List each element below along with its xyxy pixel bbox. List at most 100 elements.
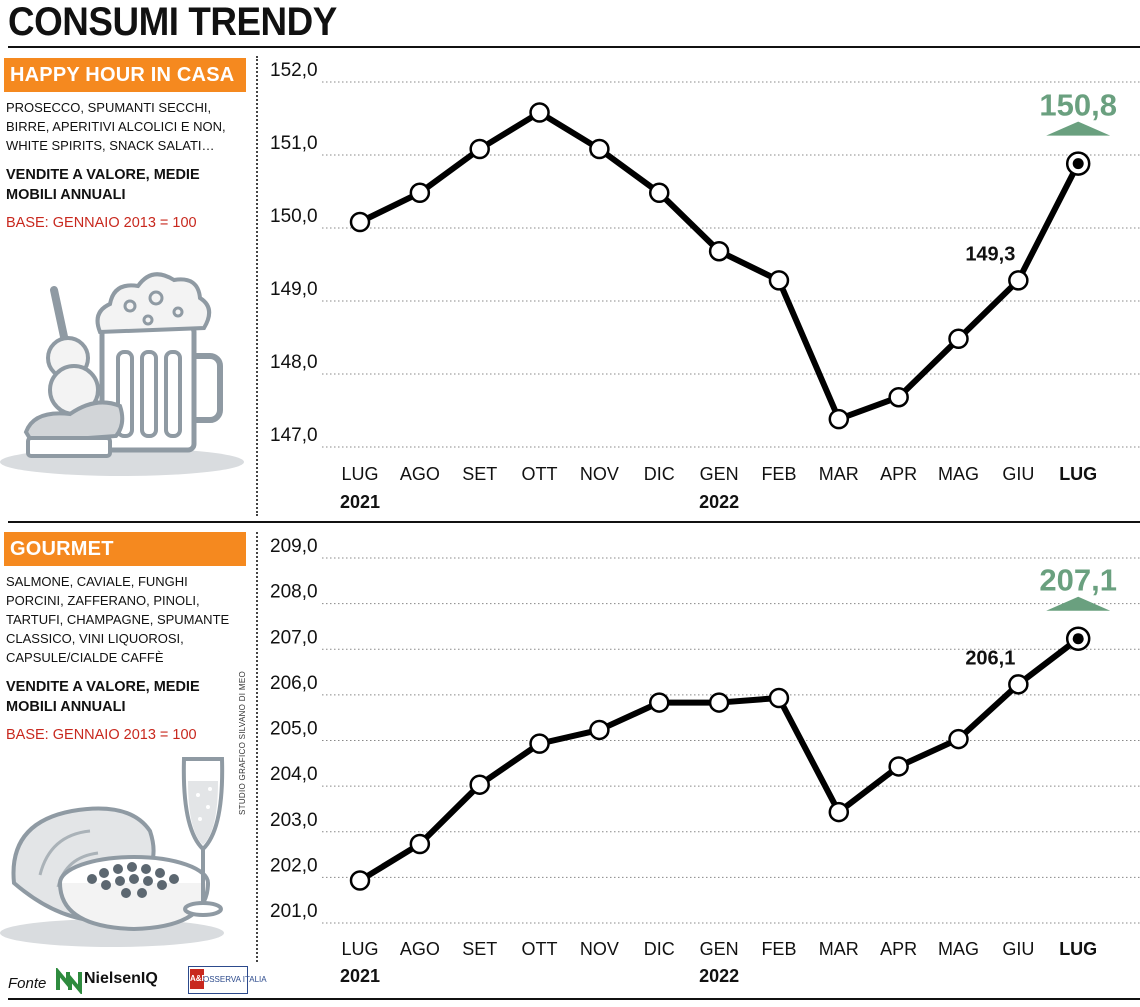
data-point bbox=[888, 756, 909, 777]
y-tick-label: 206,0 bbox=[270, 673, 318, 694]
y-tick-label: 148,0 bbox=[270, 352, 318, 373]
osserva-mark-icon: A&F bbox=[190, 969, 206, 989]
x-tick-label: LUG bbox=[341, 939, 378, 959]
y-tick-label: 147,0 bbox=[270, 425, 318, 446]
data-point bbox=[589, 719, 610, 741]
data-point bbox=[469, 138, 490, 160]
panel-description: PROSECCO, SPUMANTI SECCHI, BIRRE, APERIT… bbox=[6, 100, 226, 153]
data-point bbox=[828, 408, 850, 430]
middle-rule bbox=[8, 521, 1140, 523]
data-point bbox=[708, 240, 730, 262]
y-tick-label: 201,0 bbox=[270, 901, 318, 922]
osserva-italia-logo: A&F OSSERVA ITALIA bbox=[188, 966, 267, 994]
y-tick-label: 208,0 bbox=[270, 582, 318, 603]
data-point bbox=[828, 801, 850, 823]
up-arrow-icon bbox=[1046, 596, 1111, 611]
year-label: 2022 bbox=[699, 966, 739, 986]
x-tick-label: FEB bbox=[761, 939, 796, 959]
y-tick-label: 151,0 bbox=[270, 133, 318, 154]
top-rule bbox=[8, 46, 1140, 48]
page-title: CONSUMI TRENDY bbox=[8, 0, 337, 44]
x-tick-label: GEN bbox=[700, 464, 739, 484]
year-label: 2021 bbox=[340, 966, 380, 986]
data-point bbox=[888, 386, 909, 408]
up-arrow-icon bbox=[1046, 121, 1111, 136]
data-point bbox=[649, 692, 670, 713]
chart-gourmet: 201,0 202,0 203,0 204,0 205,0 206,0 207,0 208,0… bbox=[270, 536, 1140, 986]
data-point bbox=[1008, 270, 1029, 291]
x-tick-label: SET bbox=[462, 464, 497, 484]
highlight-value-label: 150,8 bbox=[1039, 88, 1117, 123]
panel-description: SALMONE, CAVIALE, FUNGHI PORCINI, ZAFFER… bbox=[6, 574, 230, 665]
x-tick-label: MAG bbox=[938, 939, 979, 959]
data-point bbox=[349, 211, 371, 233]
x-tick-label: AGO bbox=[400, 464, 440, 484]
highlight-value-label: 207,1 bbox=[1039, 563, 1117, 598]
nielsen-mark-icon bbox=[56, 968, 82, 994]
x-tick-label: GIU bbox=[1002, 939, 1034, 959]
y-tick-label: 207,0 bbox=[270, 627, 318, 648]
y-tick-label: 209,0 bbox=[270, 536, 318, 557]
panel-divider-bottom bbox=[256, 532, 258, 962]
bottom-rule bbox=[8, 998, 1140, 1000]
graphic-credit: STUDIO GRAFICO SILVANO DI MEO bbox=[238, 671, 247, 815]
x-tick-label: AGO bbox=[400, 939, 440, 959]
x-tick-label: LUG bbox=[341, 464, 378, 484]
beer-snack-illustration bbox=[0, 272, 244, 476]
year-label: 2021 bbox=[340, 492, 380, 512]
x-tick-label: FEB bbox=[761, 464, 796, 484]
osserva-logo-text: OSSERVA ITALIA bbox=[203, 975, 267, 984]
y-tick-label: 152,0 bbox=[270, 60, 318, 81]
panel-metric: VENDITE A VALORE, MEDIE MOBILI ANNUALI bbox=[6, 167, 200, 203]
y-tick-label: 205,0 bbox=[270, 719, 318, 740]
y-tick-label: 150,0 bbox=[270, 206, 318, 227]
x-tick-label: OTT bbox=[522, 939, 558, 959]
data-point bbox=[349, 870, 371, 891]
x-tick-label: MAR bbox=[819, 464, 859, 484]
x-tick-label: NOV bbox=[580, 464, 619, 484]
data-value-label: 149,3 bbox=[965, 243, 1015, 265]
highlight-point-center bbox=[1072, 158, 1084, 170]
panel-divider-top bbox=[256, 56, 258, 516]
year-label: 2022 bbox=[699, 492, 739, 512]
x-tick-label: LUG bbox=[1059, 464, 1097, 484]
series-line bbox=[358, 109, 1081, 423]
x-tick-label: OTT bbox=[522, 464, 558, 484]
nielseniq-logo: NielsenIQ bbox=[56, 966, 180, 996]
x-tick-label: APR bbox=[880, 939, 917, 959]
nielsen-logo-text: NielsenIQ bbox=[84, 970, 158, 987]
panel-base: BASE: GENNAIO 2013 = 100 bbox=[6, 727, 197, 743]
panel-metric: VENDITE A VALORE, MEDIE MOBILI ANNUALI bbox=[6, 679, 200, 715]
series-line bbox=[358, 636, 1081, 884]
x-tick-label: LUG bbox=[1059, 939, 1097, 959]
data-point bbox=[948, 328, 969, 350]
panel-label: HAPPY HOUR IN CASA bbox=[4, 58, 246, 92]
data-point bbox=[409, 182, 431, 204]
data-point bbox=[529, 733, 550, 754]
data-point bbox=[409, 833, 431, 855]
panel-happy-hour-info: HAPPY HOUR IN CASA PROSECCO, SPUMANTI SE… bbox=[4, 58, 246, 233]
x-tick-label: NOV bbox=[580, 939, 619, 959]
salmon-caviar-illustration bbox=[0, 757, 225, 947]
panel-gourmet-info: GOURMET SALMONE, CAVIALE, FUNGHI PORCINI… bbox=[4, 532, 246, 745]
data-value-label: 206,1 bbox=[965, 647, 1015, 669]
data-point bbox=[469, 774, 490, 795]
highlight-point-center bbox=[1072, 633, 1084, 645]
source-label: Fonte bbox=[8, 975, 47, 992]
y-tick-label: 203,0 bbox=[270, 810, 318, 831]
x-tick-label: DIC bbox=[644, 464, 675, 484]
data-point bbox=[948, 728, 969, 750]
y-tick-label: 204,0 bbox=[270, 764, 318, 785]
data-point bbox=[768, 687, 790, 709]
chart-happy-hour: 147,0 148,0 149,0 150,0 151,0 152,0 LUG AGO SET O… bbox=[270, 60, 1140, 512]
y-tick-label: 202,0 bbox=[270, 855, 318, 876]
x-tick-label: MAR bbox=[819, 939, 859, 959]
data-point bbox=[1008, 674, 1029, 695]
x-tick-label: MAG bbox=[938, 464, 979, 484]
data-point bbox=[708, 692, 730, 713]
y-tick-label: 149,0 bbox=[270, 279, 318, 300]
panel-base: BASE: GENNAIO 2013 = 100 bbox=[6, 215, 197, 231]
panel-label: GOURMET bbox=[4, 532, 246, 566]
data-point bbox=[589, 138, 610, 160]
data-point bbox=[529, 102, 550, 123]
